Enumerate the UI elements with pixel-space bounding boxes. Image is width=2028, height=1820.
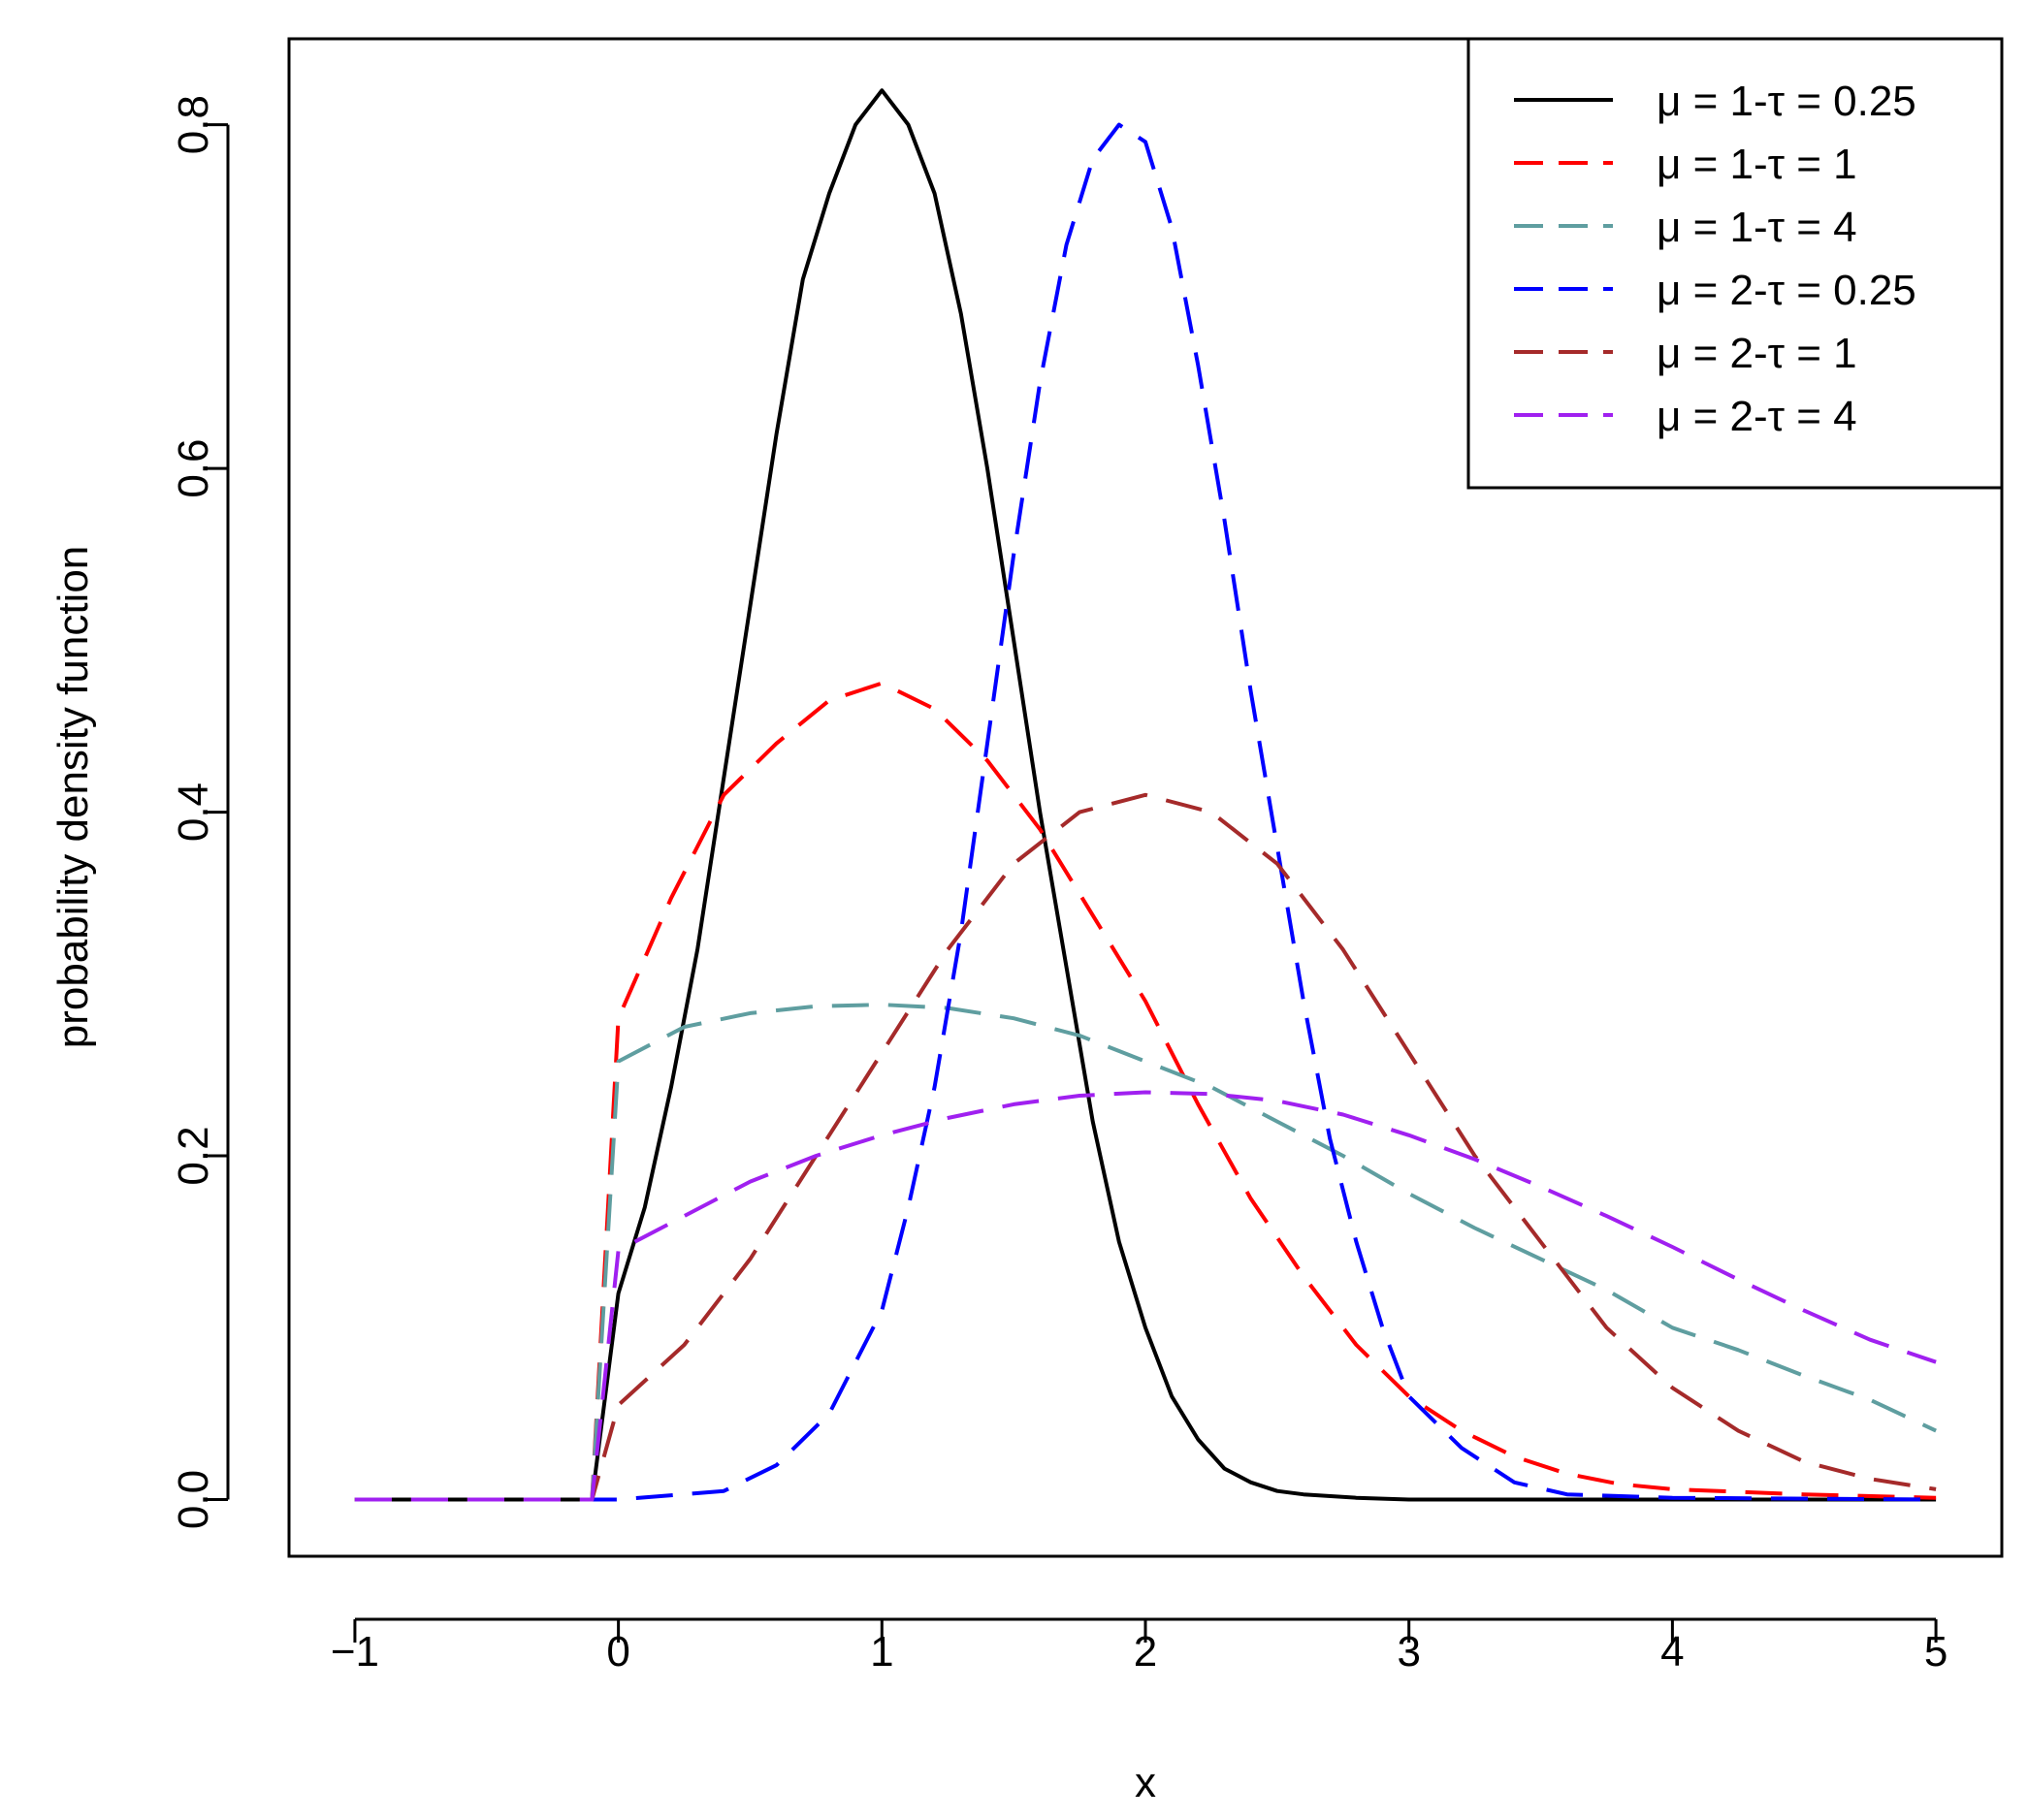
series-line	[354, 122, 1937, 1502]
y-tick-label: 0.4	[170, 782, 217, 842]
legend-label: μ = 2-τ = 1	[1657, 330, 1857, 377]
x-tick-label: 4	[1660, 1628, 1684, 1676]
series-line	[354, 1003, 1937, 1502]
plot-frame	[287, 37, 2004, 1558]
y-axis-title: probability density function	[49, 546, 97, 1049]
y-axis: 0.0 0.2 0.4 0.6 0.8	[170, 95, 230, 1529]
legend-label: μ = 1-τ = 1	[1657, 141, 1857, 188]
legend-label: μ = 1-τ = 4	[1657, 204, 1857, 251]
x-axis: −1 0 1 2 3 4 5	[331, 1617, 1948, 1676]
legend-label: μ = 1-τ = 0.25	[1657, 78, 1916, 125]
x-tick-label: 0	[606, 1628, 629, 1676]
legend-label: μ = 2-τ = 4	[1657, 393, 1857, 440]
legend-box	[1466, 37, 2004, 490]
y-tick-label: 0.6	[170, 439, 217, 498]
series-line	[354, 681, 1937, 1502]
series-layer	[354, 88, 1937, 1502]
y-tick-label: 0.2	[170, 1126, 217, 1185]
x-tick-label: 1	[870, 1628, 893, 1676]
x-tick-label: 5	[1924, 1628, 1948, 1676]
series-line	[354, 88, 1937, 1502]
series-line	[354, 1090, 1937, 1502]
x-tick-label: 2	[1134, 1628, 1157, 1676]
y-tick-label: 0.0	[170, 1470, 217, 1529]
y-tick-label: 0.8	[170, 95, 217, 154]
legend: μ = 1-τ = 0.25 μ = 1-τ = 1 μ = 1-τ = 4 μ = …	[1466, 37, 2004, 490]
x-tick-label: −1	[331, 1628, 379, 1676]
x-tick-label: 3	[1397, 1628, 1420, 1676]
series-line	[354, 792, 1937, 1502]
legend-label: μ = 2-τ = 0.25	[1657, 267, 1916, 314]
x-axis-title: x	[1135, 1759, 1156, 1806]
